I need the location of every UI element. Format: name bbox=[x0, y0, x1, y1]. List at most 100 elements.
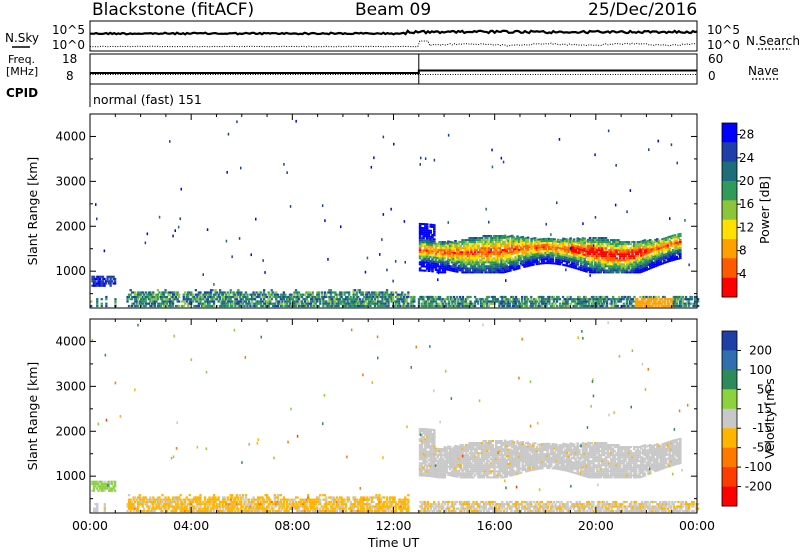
power-cell bbox=[425, 233, 429, 236]
power-cell bbox=[297, 304, 301, 308]
power-cell bbox=[525, 295, 528, 299]
power-cell bbox=[440, 251, 443, 254]
power-cell bbox=[604, 295, 607, 299]
power-cell bbox=[236, 120, 238, 124]
power-cell bbox=[516, 241, 519, 244]
power-cell bbox=[468, 263, 471, 266]
power-cell bbox=[675, 239, 679, 242]
power-cell bbox=[647, 251, 650, 254]
power-cell bbox=[684, 298, 688, 301]
power-cell bbox=[206, 300, 210, 303]
power-cell bbox=[187, 295, 190, 299]
power-cell bbox=[334, 291, 337, 294]
velocity-cell bbox=[445, 469, 448, 472]
power-cell bbox=[539, 250, 542, 253]
power-cell bbox=[627, 255, 631, 258]
power-cell bbox=[226, 171, 228, 174]
velocity-cell bbox=[452, 464, 455, 467]
power-cell bbox=[590, 267, 594, 270]
power-cell bbox=[633, 255, 636, 258]
velocity-cell bbox=[429, 450, 432, 453]
power-cell bbox=[525, 265, 528, 268]
power-cell bbox=[526, 242, 530, 245]
power-cell bbox=[134, 291, 137, 294]
power-cell bbox=[445, 244, 448, 247]
power-cell bbox=[539, 254, 542, 257]
power-cell bbox=[328, 304, 331, 308]
power-cell bbox=[634, 263, 638, 266]
power-cell bbox=[640, 244, 643, 247]
power-cell bbox=[590, 265, 594, 268]
power-cell bbox=[566, 298, 569, 301]
power-cell bbox=[376, 304, 380, 308]
power-cell bbox=[126, 298, 129, 301]
power-cell bbox=[502, 237, 505, 239]
power-cell bbox=[439, 295, 442, 299]
power-cell bbox=[112, 277, 115, 281]
power-cell bbox=[650, 266, 654, 269]
power-cell bbox=[645, 256, 648, 259]
power-cell bbox=[602, 245, 606, 248]
velocity-cell bbox=[429, 430, 432, 433]
power-cell bbox=[641, 270, 645, 273]
power-cell bbox=[431, 223, 434, 226]
power-cell bbox=[638, 265, 641, 268]
power-cell bbox=[557, 298, 560, 301]
power-cell bbox=[418, 251, 422, 254]
power-cell bbox=[666, 244, 670, 247]
power-cell bbox=[677, 257, 680, 260]
velocity-cell bbox=[456, 449, 459, 452]
velocity-cell bbox=[517, 454, 521, 456]
velocity-cell bbox=[475, 442, 478, 444]
power-cell bbox=[629, 261, 633, 264]
velocity-cell bbox=[424, 456, 427, 459]
power-cell bbox=[223, 300, 226, 303]
velocity-cell bbox=[459, 456, 463, 459]
velocity-cell bbox=[494, 460, 498, 463]
power-cell bbox=[581, 269, 585, 272]
power-cell bbox=[587, 298, 590, 301]
power-cell bbox=[479, 261, 482, 264]
velocity-cell bbox=[489, 440, 493, 442]
power-cell bbox=[440, 245, 443, 248]
power-cell bbox=[250, 300, 254, 303]
power-cell bbox=[629, 271, 633, 274]
velocity-cell bbox=[434, 475, 438, 478]
power-cell bbox=[621, 298, 624, 301]
power-cell bbox=[572, 244, 576, 247]
velocity-cell bbox=[443, 450, 447, 453]
velocity-cell bbox=[491, 450, 494, 453]
power-cell bbox=[622, 249, 625, 252]
power-cell bbox=[521, 262, 525, 265]
power-cell bbox=[112, 282, 115, 285]
power-cell bbox=[565, 254, 569, 257]
velocity-cell bbox=[482, 448, 486, 451]
power-cell bbox=[470, 237, 473, 239]
power-cell bbox=[609, 298, 612, 301]
power-cell bbox=[613, 249, 617, 252]
velocity-cell bbox=[521, 463, 525, 466]
power-cell bbox=[583, 266, 586, 268]
power-cell bbox=[525, 300, 528, 303]
power-cell bbox=[258, 295, 261, 299]
power-cell bbox=[138, 293, 141, 296]
power-cell bbox=[424, 257, 427, 260]
power-cell bbox=[636, 263, 640, 266]
power-cell bbox=[486, 298, 489, 301]
power-cell bbox=[490, 295, 493, 299]
power-cell bbox=[182, 298, 185, 301]
velocity-cell bbox=[477, 470, 480, 473]
velocity-cell bbox=[516, 452, 519, 455]
power-cell bbox=[576, 239, 579, 242]
power-cell bbox=[654, 259, 657, 262]
power-cell bbox=[457, 261, 461, 263]
power-cell bbox=[548, 300, 551, 303]
power-cell bbox=[537, 242, 540, 245]
power-cell bbox=[505, 240, 509, 243]
velocity-cell bbox=[425, 474, 429, 477]
power-colorbar-segment bbox=[722, 277, 737, 298]
power-cell bbox=[464, 241, 468, 244]
power-cell bbox=[447, 246, 450, 249]
power-cell bbox=[642, 298, 645, 301]
velocity-cell bbox=[505, 471, 509, 474]
